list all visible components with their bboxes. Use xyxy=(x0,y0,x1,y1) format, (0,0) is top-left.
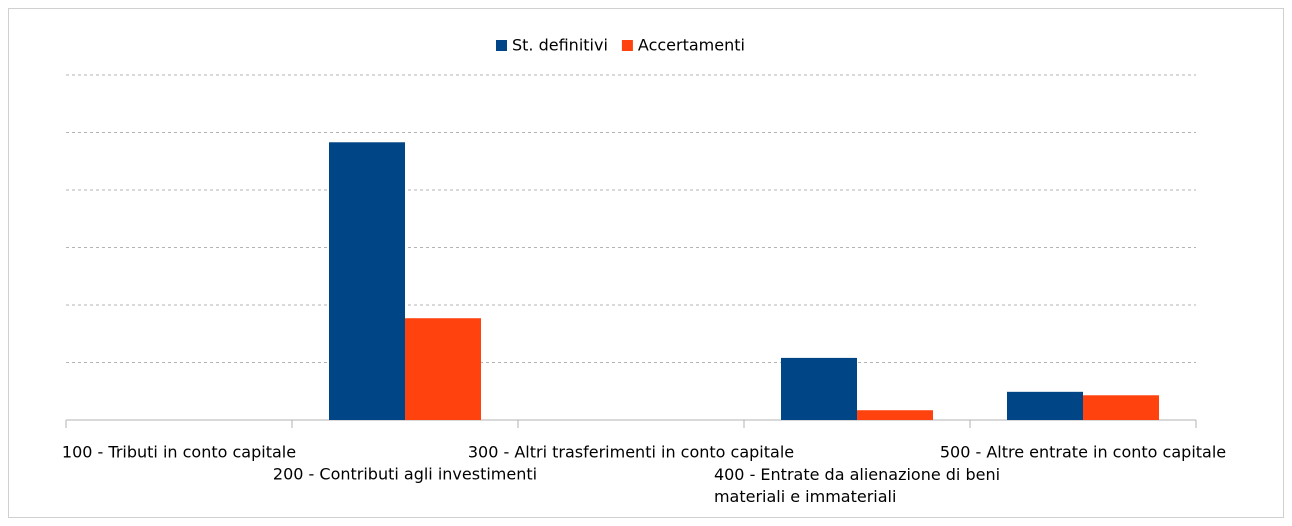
x-tick-label: 300 - Altri trasferimenti in conto capit… xyxy=(468,443,794,462)
bar xyxy=(1083,395,1159,420)
bar xyxy=(329,142,405,420)
legend-swatch xyxy=(496,40,507,51)
legend-label: St. definitivi xyxy=(512,36,608,55)
chart-frame xyxy=(8,8,1284,518)
x-tick-label: 400 - Entrate da alienazione di beni mate… xyxy=(714,465,1000,506)
bar xyxy=(781,357,857,420)
legend-swatch xyxy=(621,40,633,51)
legend-label: Accertamenti xyxy=(638,36,745,55)
bar xyxy=(857,410,933,420)
x-tick-label: 500 - Altre entrate in conto capitale xyxy=(940,443,1226,462)
x-tick-label: 100 - Tributi in conto capitale xyxy=(62,443,296,462)
bar xyxy=(1007,391,1083,420)
x-tick-label: 200 - Contributi agli investimenti xyxy=(273,465,537,484)
bar xyxy=(405,318,481,420)
